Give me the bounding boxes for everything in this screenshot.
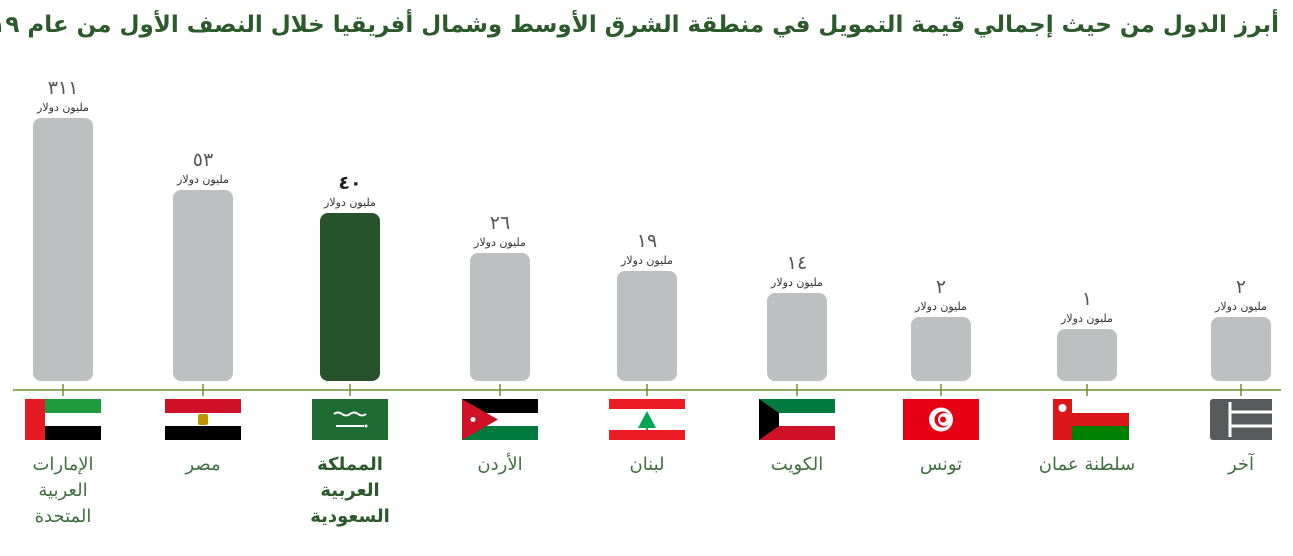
uae-flag-icon <box>25 399 101 440</box>
value-label-oman: ١ <box>1082 288 1092 310</box>
value-label-other: ٢ <box>1236 276 1246 298</box>
category-label-egypt: مصر <box>185 454 221 475</box>
tunisia-flag-icon <box>903 399 979 440</box>
value-label-jordan: ٢٦ <box>490 212 510 234</box>
bar-oman <box>1057 329 1117 381</box>
egypt-flag-icon <box>165 399 241 440</box>
bar-uae <box>33 118 93 381</box>
bar-kuwait <box>767 293 827 381</box>
bar-jordan <box>470 253 530 381</box>
unit-label: مليون دولار <box>323 196 376 209</box>
unit-label: مليون دولار <box>176 173 229 186</box>
unit-label: مليون دولار <box>473 236 526 249</box>
value-label-tunisia: ٢ <box>936 276 946 298</box>
category-label-lebanon: لبنان <box>629 454 665 475</box>
unit-label: مليون دولار <box>770 276 823 289</box>
value-label-saudi: ٤٠ <box>338 172 361 194</box>
other-icon <box>1210 399 1272 440</box>
bar-lebanon <box>617 271 677 381</box>
category-label-uae: الإمارات العربية المتحدة <box>32 454 94 527</box>
bar-egypt <box>173 190 233 381</box>
category-label-other: آخر <box>1227 454 1255 475</box>
lebanon-flag-icon <box>609 399 685 440</box>
kuwait-flag-icon <box>759 399 835 440</box>
oman-flag-icon <box>1053 399 1129 440</box>
unit-label: مليون دولار <box>36 101 89 114</box>
category-label-kuwait: الكويت <box>770 454 824 475</box>
value-label-egypt: ٥٣ <box>193 149 213 171</box>
saudi-flag-icon <box>312 399 388 440</box>
unit-label: مليون دولار <box>1214 300 1267 313</box>
chart-title: أبرز الدول من حيث إجمالي قيمة التمويل في… <box>0 12 1279 38</box>
unit-label: مليون دولار <box>1060 312 1113 325</box>
bar-tunisia <box>911 317 971 381</box>
category-label-oman: سلطنة عمان <box>1038 454 1136 475</box>
bar-saudi <box>320 213 380 381</box>
value-label-lebanon: ١٩ <box>637 230 657 252</box>
unit-label: مليون دولار <box>914 300 967 313</box>
bar-other <box>1211 317 1271 381</box>
category-label-jordan: الأردن <box>477 454 523 475</box>
category-label-saudi: المملكة العربية السعودية <box>310 454 390 527</box>
category-label-tunisia: تونس <box>919 454 963 475</box>
value-label-kuwait: ١٤ <box>787 252 807 274</box>
value-label-uae: ٣١١ <box>48 77 79 99</box>
unit-label: مليون دولار <box>620 254 673 267</box>
jordan-flag-icon <box>462 399 538 440</box>
